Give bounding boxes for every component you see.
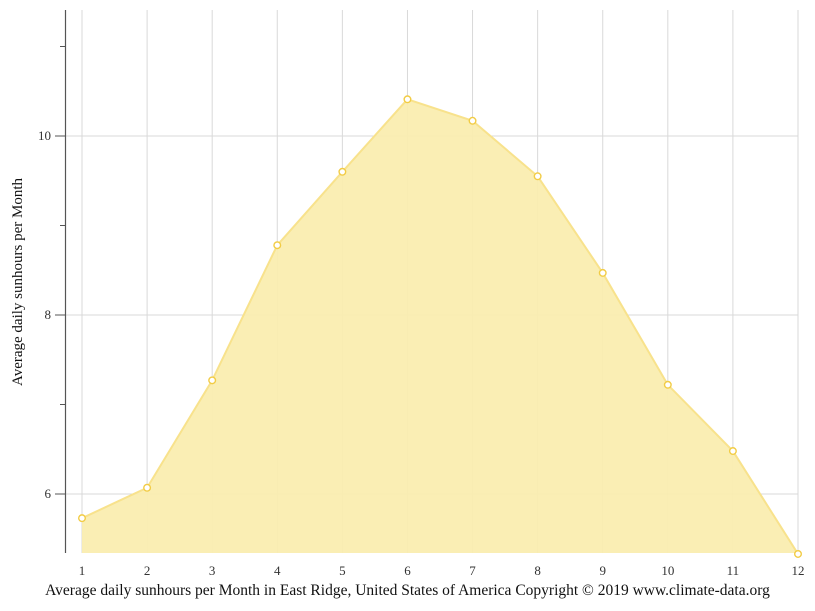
- x-tick-label: 1: [79, 563, 86, 578]
- x-tick-label: 10: [661, 563, 674, 578]
- data-point-marker: [77, 514, 86, 523]
- x-tick-label: 8: [534, 563, 541, 578]
- data-point-marker: [663, 380, 672, 389]
- y-tick-label: 10: [38, 128, 51, 143]
- data-area: [81, 98, 799, 555]
- x-tick-label: 9: [599, 563, 606, 578]
- data-point-marker: [794, 549, 803, 558]
- data-point-marker: [598, 268, 607, 277]
- x-tick-label: 12: [792, 563, 805, 578]
- x-tick-label: 2: [144, 563, 151, 578]
- chart-caption: Average daily sunhours per Month in East…: [45, 582, 770, 599]
- x-tick-label: 4: [274, 563, 281, 578]
- y-tick-label: 8: [45, 307, 52, 322]
- x-tick-labels: 1 2 3 4 5 6 7 8 9 10 11 12: [79, 563, 805, 578]
- data-point-marker: [273, 241, 282, 250]
- y-axis-title: Average daily sunhours per Month: [10, 178, 26, 387]
- area-line: [81, 98, 799, 555]
- x-tick-label: 11: [727, 563, 740, 578]
- data-markers: [77, 95, 803, 558]
- x-tick-label: 5: [339, 563, 346, 578]
- area-fill: [82, 99, 798, 554]
- data-point-marker: [208, 376, 217, 385]
- x-tick-label: 7: [469, 563, 476, 578]
- y-tick-labels: 6 8 10: [38, 128, 52, 501]
- data-point-marker: [468, 116, 477, 125]
- data-point-marker: [403, 95, 412, 104]
- x-tick-label: 3: [209, 563, 216, 578]
- data-point-marker: [728, 447, 737, 456]
- y-axis: [55, 10, 67, 553]
- data-point-marker: [533, 172, 542, 181]
- y-tick-label: 6: [45, 486, 52, 501]
- x-tick-label: 6: [404, 563, 411, 578]
- data-point-marker: [338, 167, 347, 176]
- data-point-marker: [143, 483, 152, 492]
